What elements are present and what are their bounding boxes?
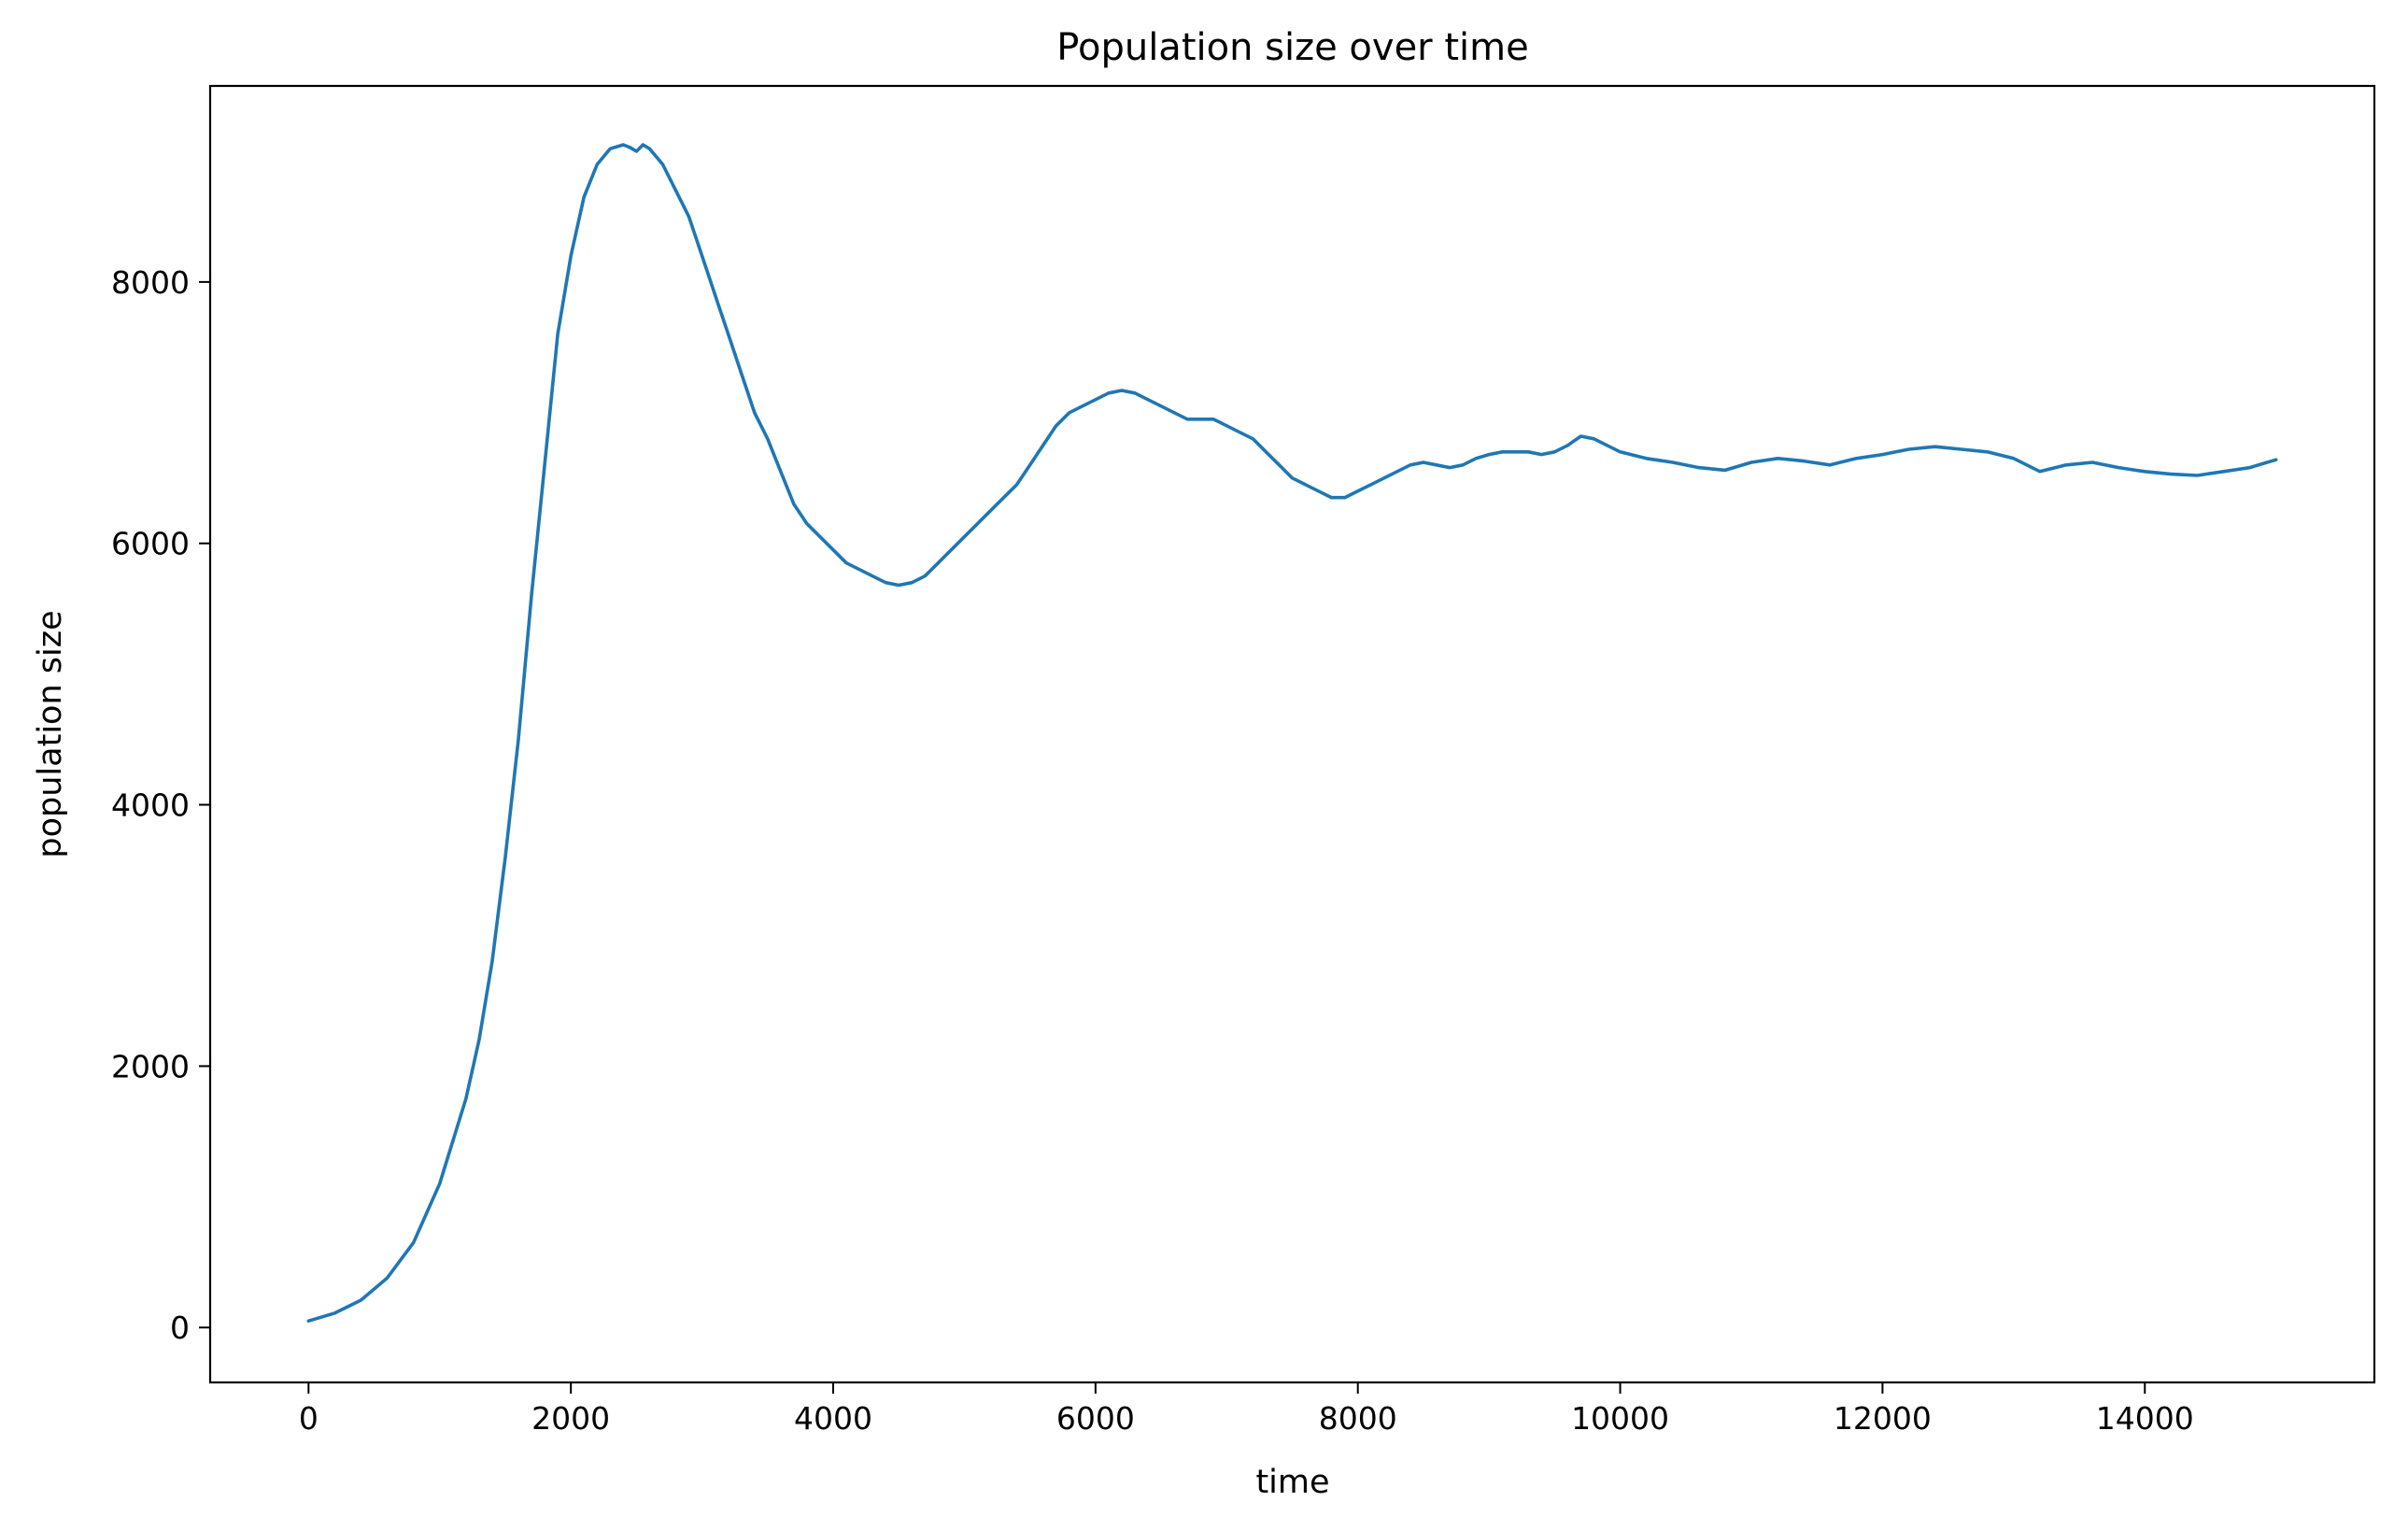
y-tick-label: 8000 <box>111 264 190 301</box>
y-tick-label: 0 <box>170 1310 190 1346</box>
x-axis-label: time <box>1255 1464 1329 1501</box>
y-axis: 0 2000 4000 6000 8000 <box>111 264 210 1346</box>
series-line-0 <box>306 143 2278 1323</box>
y-tick-label: 6000 <box>111 526 190 562</box>
x-tick-label: 12000 <box>1834 1400 1932 1437</box>
x-axis: 0 2000 4000 6000 8000 10000 12000 14000 <box>299 1382 2194 1437</box>
y-tick-label: 4000 <box>111 787 190 824</box>
x-tick-label: 8000 <box>1319 1400 1397 1437</box>
y-axis-label: population size <box>32 610 69 857</box>
chart-title: Population size over time <box>1056 26 1528 69</box>
plot-frame <box>208 84 2376 1384</box>
x-tick-label: 2000 <box>531 1400 610 1437</box>
x-tick-label: 4000 <box>794 1400 872 1437</box>
y-tick-label: 2000 <box>111 1048 190 1084</box>
x-tick-label: 0 <box>299 1400 319 1437</box>
x-tick-label: 6000 <box>1056 1400 1135 1437</box>
x-tick-label: 14000 <box>2096 1400 2194 1437</box>
series-layer <box>306 143 2278 1323</box>
x-tick-label: 10000 <box>1571 1400 1669 1437</box>
